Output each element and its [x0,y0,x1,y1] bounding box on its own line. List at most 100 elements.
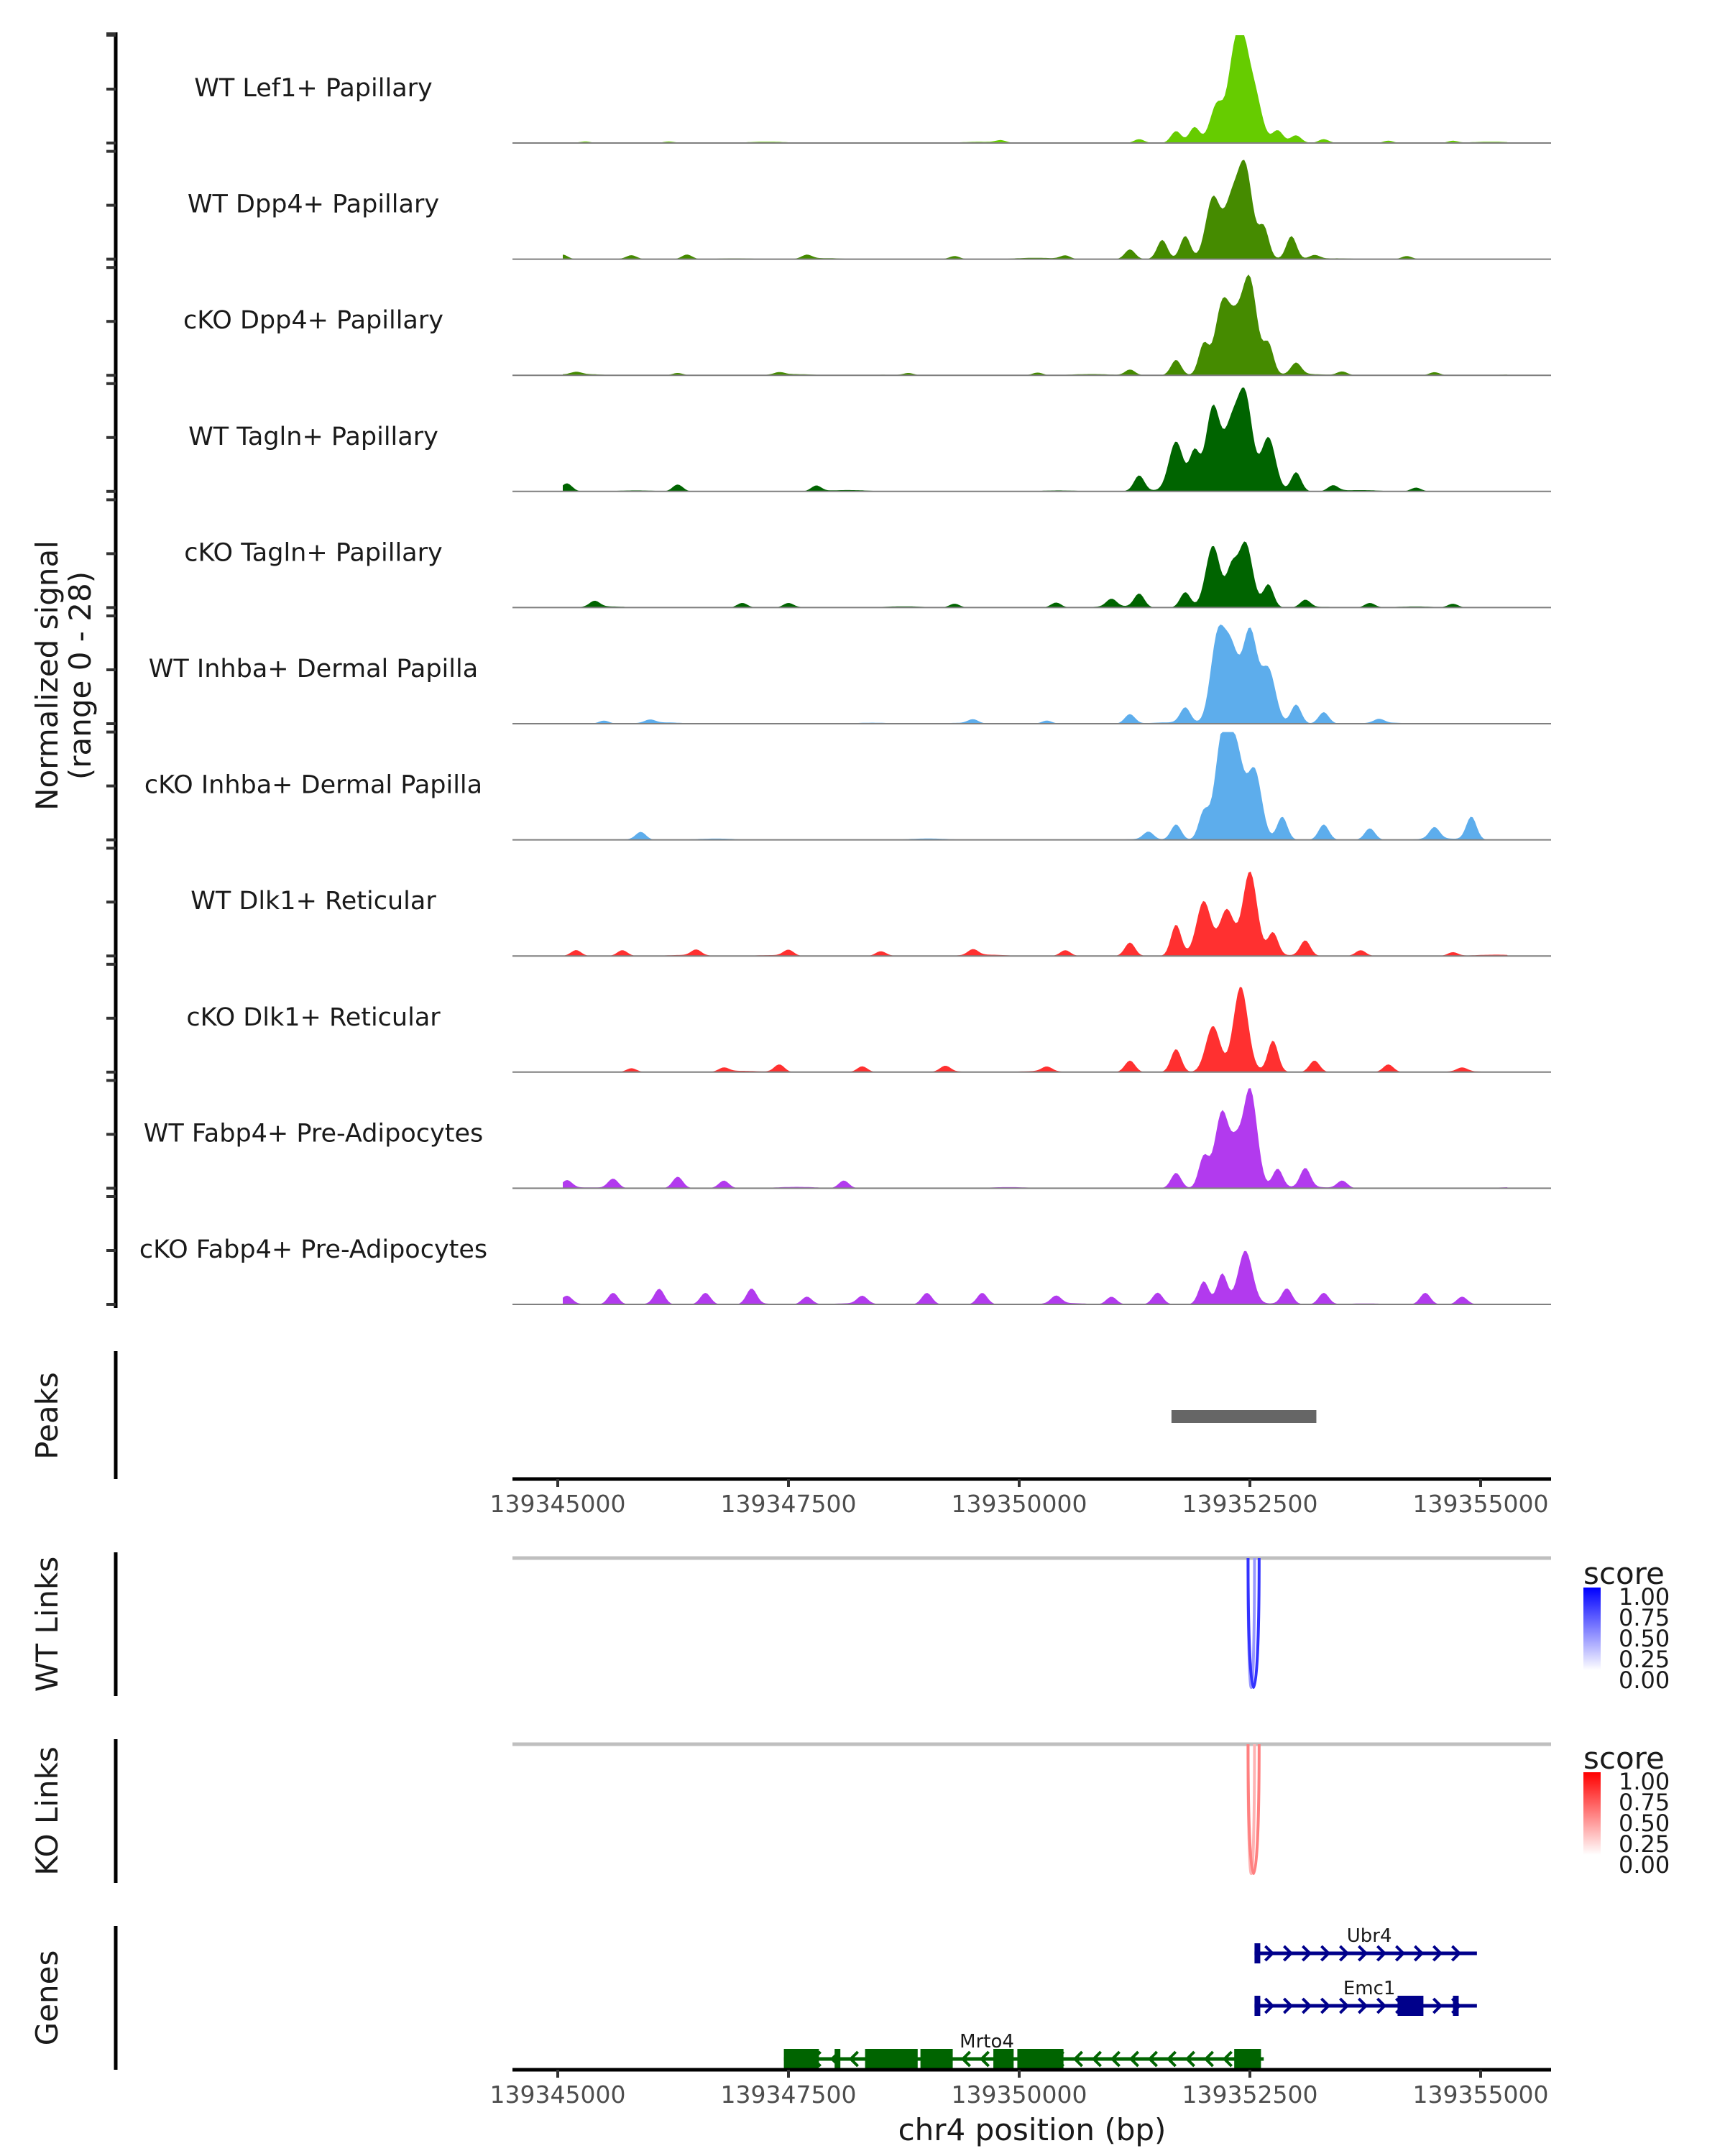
coverage-track: WT Tagln+ Papillary [106,382,1551,493]
ko-legend-tick: 0.25 [1619,1830,1670,1858]
gene-model: Mrto4 [783,2031,1264,2069]
strand-arrow-icon [1432,1997,1443,2014]
genes-track: Ubr4 Emc1 Mrto4 [783,1925,1477,2069]
strand-arrow-icon [1358,1945,1368,1962]
strand-arrow-icon [1184,2050,1195,2068]
x-axis-title: chr4 position (bp) [898,2112,1167,2147]
coverage-area [563,160,1508,259]
coverage-area [563,1088,1508,1189]
strand-arrow-icon [1320,1997,1331,2014]
x-tick-label: 139345000 [490,1490,626,1518]
track-label: cKO Tagln+ Papillary [184,538,443,567]
coverage-area [563,541,1508,608]
strand-arrow-icon [1432,1945,1443,1962]
coverage-track: WT Dlk1+ Reticular [106,847,1551,958]
coverage-track: cKO Tagln+ Papillary [106,498,1551,609]
strand-arrow-icon [1376,1997,1387,2014]
ko-legend-title: score [1583,1741,1665,1776]
strand-arrow-icon [1110,2050,1121,2068]
coverage-track: cKO Dpp4+ Papillary [106,266,1551,377]
coverage-area [563,35,1508,143]
coverage-tracks: WT Lef1+ Papillary WT Dpp4+ Papillary cKO … [106,32,1551,1306]
x-tick-label: 139355000 [1413,1490,1549,1518]
track-label: WT Dpp4+ Papillary [188,190,439,219]
wt-legend-tick: 0.25 [1619,1646,1670,1673]
x-tick-label: 139347500 [721,1490,857,1518]
coverage-track: WT Lef1+ Papillary [106,34,1551,144]
coverage-track: cKO Fabp4+ Pre-Adipocytes [106,1195,1551,1306]
strand-arrow-icon [1091,2050,1102,2068]
ko-legend-tick: 0.00 [1619,1851,1670,1879]
gene-exon [865,2049,918,2069]
link-arc [1246,1557,1261,1689]
wt-legend-tick: 1.00 [1619,1583,1670,1611]
gene-model: Ubr4 [1254,1925,1477,1963]
gene-label: Emc1 [1343,1978,1396,1999]
strand-arrow-icon [1072,2050,1083,2068]
ko-legend-tick: 0.50 [1619,1810,1670,1837]
gene-exon [1017,2049,1064,2069]
strand-arrow-icon [1283,1997,1294,2014]
coverage-track: WT Inhba+ Dermal Papilla [106,614,1551,725]
wt-legend-tick: 0.50 [1619,1625,1670,1652]
wt-links-legend: score 1.00 0.75 0.50 0.25 0.00 [1583,1556,1670,1694]
strand-arrow-icon [1376,1945,1387,1962]
strand-arrow-icon [1339,1945,1350,1962]
genes-panel-title: Genes [29,1950,65,2046]
gene-model: Emc1 [1254,1978,1477,2016]
strand-arrow-icon [1222,2050,1233,2068]
strand-arrow-icon [979,2050,990,2068]
peak-region [1171,1410,1317,1423]
ko-legend-tick: 0.75 [1619,1789,1670,1816]
strand-arrow-icon [1147,2050,1158,2068]
strand-arrow-icon [1302,1945,1312,1962]
strand-arrow-icon [960,2050,971,2068]
track-label: cKO Fabp4+ Pre-Adipocytes [139,1235,487,1264]
strand-arrow-icon [1395,1945,1406,1962]
coverage-track: WT Fabp4+ Pre-Adipocytes [106,1079,1551,1190]
strand-arrow-icon [1339,1997,1350,2014]
wt-legend-tick: 0.00 [1619,1667,1670,1694]
strand-arrow-icon [1451,1945,1462,1962]
x-tick-label: 139352500 [1182,1490,1318,1518]
track-label: cKO Inhba+ Dermal Papilla [144,771,482,800]
track-label: WT Fabp4+ Pre-Adipocytes [144,1119,483,1148]
coverage-area [563,871,1508,957]
strand-arrow-icon [1358,1997,1368,2014]
coverage-track: WT Dpp4+ Papillary [106,149,1551,261]
gene-exon [783,2049,819,2069]
coverage-track: cKO Dlk1+ Reticular [106,962,1551,1074]
track-label: cKO Dlk1+ Reticular [186,1003,441,1032]
strand-arrow-icon [1302,1997,1312,2014]
x-tick-label: 139347500 [721,2081,857,2109]
gene-exon [993,2049,1014,2069]
x-tick-label: 139350000 [952,2081,1087,2109]
link-arc [1246,1743,1261,1875]
track-label: cKO Dpp4+ Papillary [183,306,443,335]
coverage-area [563,625,1508,724]
strand-arrow-icon [1203,2050,1214,2068]
gene-exon [1254,1996,1261,2016]
coverage-area [563,1250,1508,1304]
x-tick-label: 139345000 [490,2081,626,2109]
strand-arrow-icon [848,2050,859,2068]
ko-links-legend: score 1.00 0.75 0.50 0.25 0.00 [1583,1741,1670,1879]
peaks-track [1171,1410,1317,1423]
gene-label: Ubr4 [1347,1925,1392,1947]
strand-arrow-icon [1320,1945,1331,1962]
coverage-area [563,275,1508,376]
x-axis-bottom: 139345000 139347500 139350000 139352500 1393… [490,2068,1551,2109]
peaks-panel-title: Peaks [29,1372,65,1460]
gene-exon [1397,1996,1424,2016]
gene-exon [1254,1943,1261,1963]
gene-exon [920,2049,953,2069]
coverage-area [563,732,1508,840]
y-axis-title-line2: (range 0 - 28) [63,571,98,780]
gene-exon [1234,2049,1261,2069]
x-axis-top: 139345000 139347500 139350000 139352500 1393… [490,1477,1551,1518]
wt-legend-title: score [1583,1556,1665,1591]
x-tick-label: 139355000 [1413,2081,1549,2109]
gene-exon [834,2049,841,2069]
track-label: WT Dlk1+ Reticular [190,887,436,916]
